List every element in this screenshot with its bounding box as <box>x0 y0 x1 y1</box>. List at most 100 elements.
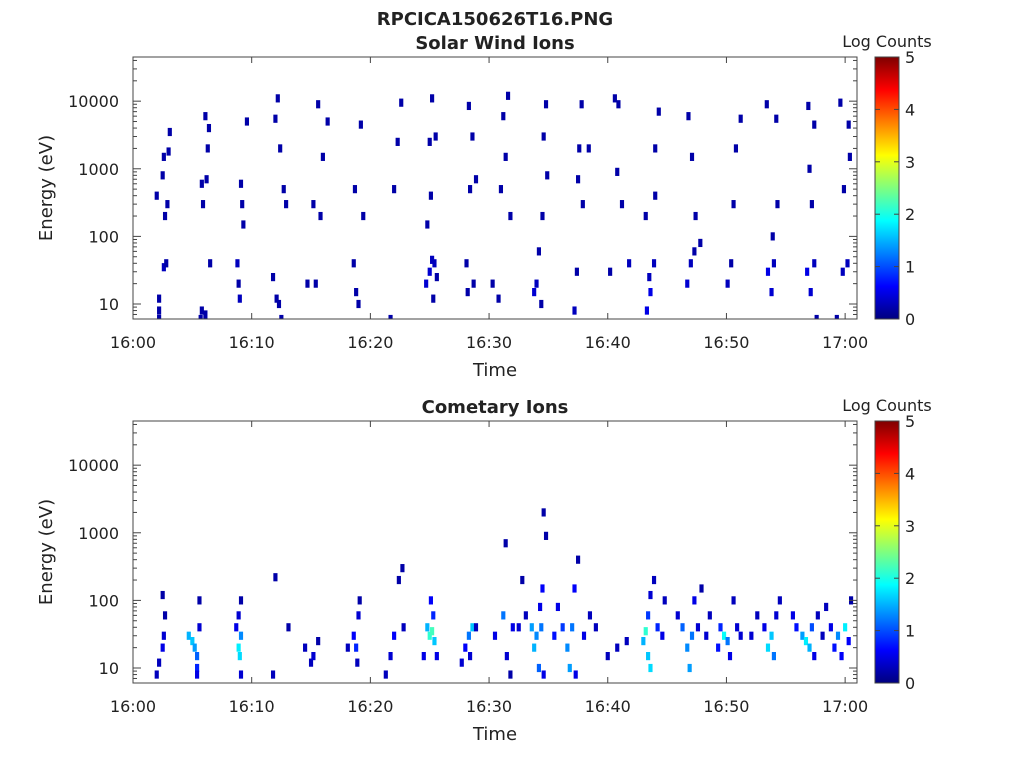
heatmap-cell <box>687 663 692 673</box>
heatmap-cell <box>430 627 435 636</box>
heatmap-cell <box>809 200 814 209</box>
heatmap-cell <box>731 200 736 209</box>
heatmap-cell <box>421 652 426 661</box>
heatmap-cell <box>463 643 468 652</box>
heatmap-cell <box>427 631 432 640</box>
heatmap-cell <box>648 288 653 297</box>
heatmap-cell <box>238 631 244 640</box>
plot-frame <box>132 56 858 320</box>
heatmap-cell <box>733 144 739 153</box>
heatmap-cell <box>812 652 817 661</box>
heatmap-cell <box>834 314 839 319</box>
heatmap-cell <box>424 279 429 288</box>
heatmap-cell <box>838 98 843 107</box>
heatmap-cell <box>492 631 498 640</box>
heatmap-cell <box>764 100 769 109</box>
heatmap-cell <box>755 611 760 620</box>
heatmap-cell <box>567 663 572 673</box>
heatmap-cell <box>303 643 308 652</box>
heatmap-cell <box>157 658 162 667</box>
colorbar-tick-label: 3 <box>905 517 915 536</box>
heatmap-cell <box>692 596 697 605</box>
heatmap-cell <box>320 152 325 161</box>
plot-frame <box>132 420 858 684</box>
heatmap-cell <box>540 211 545 221</box>
heatmap-cell <box>508 670 513 679</box>
heatmap-cell <box>355 658 360 667</box>
heatmap-cell <box>354 643 359 652</box>
heatmap-cell <box>847 152 852 161</box>
heatmap-cell <box>774 611 779 620</box>
heatmap-cell <box>316 100 321 109</box>
heatmap-cell <box>688 259 693 268</box>
heatmap-cell <box>540 584 545 593</box>
heatmap-cell <box>846 637 851 646</box>
heatmap-cell <box>473 175 479 184</box>
heatmap-cell <box>464 259 469 268</box>
panel-title: Solar Wind Ions <box>415 33 574 54</box>
heatmap-cell <box>699 584 704 593</box>
heatmap-cell <box>846 120 851 129</box>
heatmap-cell <box>647 273 652 282</box>
heatmap-cell <box>771 652 776 661</box>
heatmap-cell <box>392 185 397 194</box>
colorbar-tick-label: 4 <box>905 464 915 483</box>
heatmap-cells <box>154 508 854 679</box>
heatmap-cell <box>238 670 244 679</box>
heatmap-cell <box>388 652 393 661</box>
heatmap-cell <box>160 590 165 600</box>
heatmap-cell <box>383 670 388 679</box>
x-tick-label: 16:30 <box>466 697 512 716</box>
heatmap-cell <box>576 175 581 184</box>
heatmap-cell <box>204 175 209 184</box>
heatmap-cell <box>154 191 159 200</box>
heatmap-cell <box>199 179 204 188</box>
heatmap-cell <box>400 564 405 573</box>
heatmap-cell <box>157 294 162 303</box>
heatmap-cell <box>508 211 513 221</box>
x-axis-label: Time <box>472 724 517 745</box>
heatmap-cell <box>198 314 203 319</box>
heatmap-cell <box>356 299 361 309</box>
heatmap-cell <box>615 643 620 652</box>
heatmap-cell <box>284 200 289 209</box>
heatmap-cell <box>197 596 202 605</box>
heatmap-cell <box>276 299 282 309</box>
heatmap-cell <box>731 596 736 605</box>
heatmap-cell <box>643 627 648 636</box>
heatmap-cell <box>532 643 537 652</box>
heatmap-cell <box>425 220 430 229</box>
heatmap-cell <box>154 670 159 679</box>
y-tick-label: 1000 <box>78 160 119 179</box>
heatmap-cell <box>501 611 506 620</box>
heatmap-cell <box>468 652 473 661</box>
heatmap-cell <box>539 299 544 309</box>
heatmap-cell <box>503 152 508 161</box>
heatmap-cell <box>430 94 435 103</box>
colorbar-tick-label: 1 <box>905 258 915 277</box>
heatmap-cell <box>465 288 470 297</box>
heatmap-cell <box>325 117 330 126</box>
heatmap-cell <box>351 631 356 640</box>
heatmap-cell <box>651 575 657 585</box>
heatmap-cell <box>653 144 658 153</box>
heatmap-cell <box>586 144 591 153</box>
heatmap-cell <box>275 94 280 103</box>
heatmap-cell <box>643 211 648 221</box>
heatmap-cell <box>680 623 685 632</box>
colorbar-title: Log Counts <box>842 396 932 415</box>
heatmap-cell <box>470 623 475 632</box>
heatmap-cell <box>624 637 629 646</box>
heatmap-cell <box>560 623 565 632</box>
heatmap-cell <box>392 631 397 640</box>
heatmap-cell <box>573 670 578 679</box>
heatmap-cell <box>774 114 779 123</box>
heatmap-cell <box>354 288 359 297</box>
y-axis-label: Energy (eV) <box>36 135 57 241</box>
heatmap-cell <box>577 144 582 153</box>
heatmap-cell <box>769 288 774 297</box>
heatmap-cell <box>358 120 363 129</box>
heatmap-cell <box>616 100 621 109</box>
heatmap-cell <box>234 623 239 632</box>
heatmap-cell <box>707 611 712 620</box>
